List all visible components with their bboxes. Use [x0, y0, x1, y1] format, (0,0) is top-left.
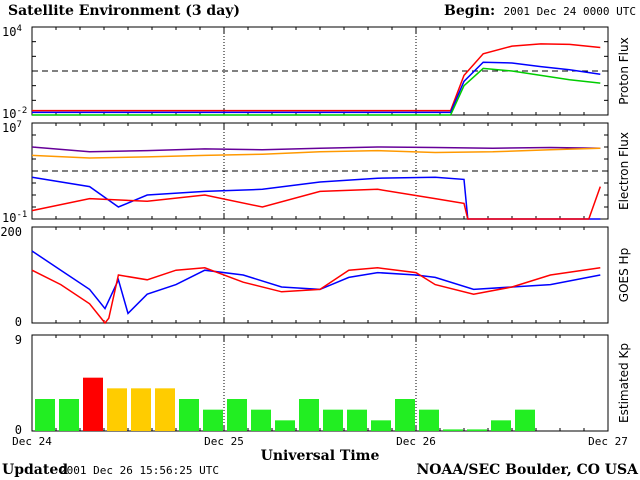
- updated-value: 2001 Dec 26 15:56:25 UTC: [60, 464, 219, 477]
- panel-2-y-tick-label: 0: [15, 315, 22, 329]
- kp-bar: [59, 399, 79, 431]
- chart-title: Satellite Environment (3 day): [8, 3, 240, 19]
- kp-bar: [179, 399, 199, 431]
- x-tick-label: Dec 24: [12, 435, 52, 448]
- panel-3-y-tick-label: 9: [15, 333, 22, 347]
- kp-bar: [35, 399, 55, 431]
- kp-bar: [347, 409, 367, 431]
- kp-bar: [419, 409, 439, 431]
- kp-bar: [491, 420, 511, 431]
- kp-bar: [251, 409, 271, 431]
- kp-bar: [395, 399, 415, 431]
- panel-0-y-axis-label: Proton Flux: [617, 37, 631, 104]
- panel-1-series-red: [31, 186, 602, 220]
- panel-2-series-red: [31, 267, 601, 325]
- panel-0-series-blue: [32, 61, 601, 114]
- x-tick-label: Dec 27: [588, 435, 628, 448]
- kp-bar: [203, 409, 223, 431]
- panel-0-y-tick-label: 10-2: [2, 106, 27, 121]
- kp-bar: [443, 429, 463, 431]
- kp-bar: [467, 429, 487, 431]
- panel-1-series-blue: [31, 176, 601, 220]
- kp-bar: [83, 377, 103, 431]
- kp-bar: [131, 388, 151, 431]
- panel-2-y-tick-label: 200: [0, 225, 22, 239]
- kp-bar: [299, 399, 319, 431]
- x-axis-label: Universal Time: [261, 448, 380, 464]
- updated-label: Updated: [2, 462, 68, 478]
- panel-1-y-axis-label: Electron Flux: [617, 132, 631, 210]
- panel-1-series-purple: [31, 146, 601, 153]
- panel-0-frame: [31, 26, 609, 116]
- panel-1-y-tick-label: 107: [2, 120, 22, 135]
- kp-bar: [107, 388, 127, 431]
- panel-1-y-tick-label: 10-1: [2, 210, 27, 225]
- kp-bar: [227, 399, 247, 431]
- panel-2-y-axis-label: GOES Hp: [617, 248, 631, 302]
- x-tick-label: Dec 26: [396, 435, 436, 448]
- kp-bar: [275, 420, 295, 431]
- panel-3-y-tick-label: 0: [15, 423, 22, 437]
- panel-0-y-tick-label: 104: [2, 24, 22, 39]
- kp-bar: [323, 409, 343, 431]
- panel-3-y-axis-label: Estimated Kp: [617, 343, 631, 423]
- kp-bar: [371, 420, 391, 431]
- panel-2-series-blue: [31, 250, 601, 315]
- panel-0-series-green: [32, 67, 601, 116]
- chart-panels: 104 10-2 Proton Flux 107 10-1 Electron Flux 20…: [0, 24, 631, 448]
- panel-0-series-red: [32, 43, 601, 112]
- begin-value: 2001 Dec 24 0000 UTC: [504, 5, 636, 18]
- credit-label: NOAA/SEC Boulder, CO USA: [417, 462, 640, 478]
- kp-bar: [155, 388, 175, 431]
- begin-label: Begin:: [444, 3, 495, 19]
- kp-bar: [515, 409, 535, 431]
- panel-1-frame: [31, 122, 609, 220]
- panel-1-series-orange: [31, 147, 601, 159]
- x-tick-label: Dec 25: [204, 435, 244, 448]
